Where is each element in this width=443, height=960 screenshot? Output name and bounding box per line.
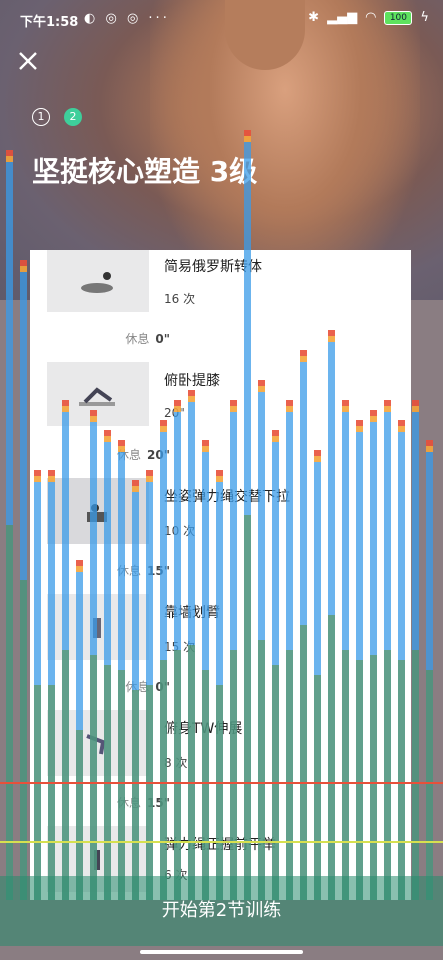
exercise-count: 16 次 — [164, 292, 196, 306]
exercise-figure-icon — [93, 618, 101, 638]
bluetooth-icon: ✱ — [308, 10, 320, 25]
exercise-name: 俯卧提膝 — [164, 373, 220, 389]
overlay-bar — [412, 412, 419, 900]
exercise-figure-icon — [81, 272, 113, 293]
exercise-name: 坐姿弹力绳交替下拉 — [164, 489, 290, 505]
exercise-figure-icon — [87, 504, 107, 522]
charging-icon: ϟ — [420, 10, 429, 25]
overlay-bar — [426, 440, 433, 446]
overlay-bar — [20, 580, 27, 900]
rest-value: 0" — [155, 680, 170, 694]
rest-row: 休息 15" — [30, 794, 170, 811]
exercise-name: 简易俄罗斯转体 — [164, 259, 262, 275]
exercise-figure-icon — [79, 387, 115, 406]
rest-value: 15" — [147, 564, 170, 578]
rest-label: 休息 — [117, 796, 142, 810]
rest-value: 20" — [147, 448, 170, 462]
exercise-count: 8 次 — [164, 756, 188, 770]
exercise-figure-icon — [86, 734, 106, 755]
exercise-name: 弹力绳正握前平举 — [164, 837, 276, 853]
step-indicator: 1 2 — [32, 108, 82, 126]
wifi-icon: ◠ — [365, 10, 377, 25]
exercise-thumbnail — [47, 478, 149, 544]
battery-icon: 100 — [384, 10, 413, 25]
overlay-bar — [412, 406, 419, 412]
status-bar: 下午1:58 ◐ ◎ ◎ ··· ✱ ▂▄▆ ◠ 100 ϟ — [0, 0, 443, 36]
exercise-count: 15 次 — [164, 640, 196, 654]
overlay-bar — [426, 446, 433, 452]
overlay-bar — [412, 650, 419, 900]
athlete-head — [225, 0, 305, 70]
exercise-count: 10 次 — [164, 524, 196, 538]
exercise-name: 俯身TW伸展 — [164, 721, 243, 737]
page-title: 坚挺核心塑造 3级 — [32, 155, 258, 188]
exercise-figure-icon — [94, 850, 100, 870]
exercise-thumbnail — [47, 362, 149, 426]
overlay-bar — [426, 670, 433, 900]
signal-icon: ▂▄▆ — [327, 10, 358, 25]
rest-row: 休息 15" — [30, 562, 170, 579]
exercise-thumbnail — [47, 250, 149, 312]
rest-label: 休息 — [125, 680, 150, 694]
home-indicator — [140, 950, 303, 954]
notification-icons: ◐ ◎ ◎ ··· — [84, 11, 170, 26]
start-training-button[interactable]: 开始第2节训练 — [0, 876, 443, 946]
close-button[interactable] — [18, 50, 38, 76]
overlay-bar — [426, 452, 433, 900]
close-icon — [19, 52, 37, 70]
system-icons: ✱ ▂▄▆ ◠ 100 ϟ — [308, 10, 429, 25]
overlay-bar — [6, 525, 13, 900]
exercise-thumbnail — [47, 710, 149, 776]
exercise-list[interactable]: 简易俄罗斯转体 16 次 休息 0" 俯卧提膝 20" 休息 20" 坐姿弹力绳交替… — [30, 250, 411, 900]
overlay-bar — [412, 400, 419, 406]
step-1[interactable]: 1 — [32, 108, 50, 126]
rest-label: 休息 — [125, 332, 150, 346]
rest-label: 休息 — [117, 564, 142, 578]
exercise-count: 20" — [164, 406, 185, 420]
rest-value: 15" — [147, 796, 170, 810]
rest-row: 休息 0" — [30, 678, 170, 695]
rest-row: 休息 0" — [30, 330, 170, 347]
rest-value: 0" — [155, 332, 170, 346]
rest-label: 休息 — [117, 448, 142, 462]
exercise-name: 靠墙划臂 — [164, 605, 220, 621]
step-2[interactable]: 2 — [64, 108, 82, 126]
status-time: 下午1:58 — [20, 15, 79, 30]
exercise-thumbnail — [47, 594, 149, 660]
overlay-bar — [20, 272, 27, 900]
rest-row: 休息 20" — [30, 446, 170, 463]
